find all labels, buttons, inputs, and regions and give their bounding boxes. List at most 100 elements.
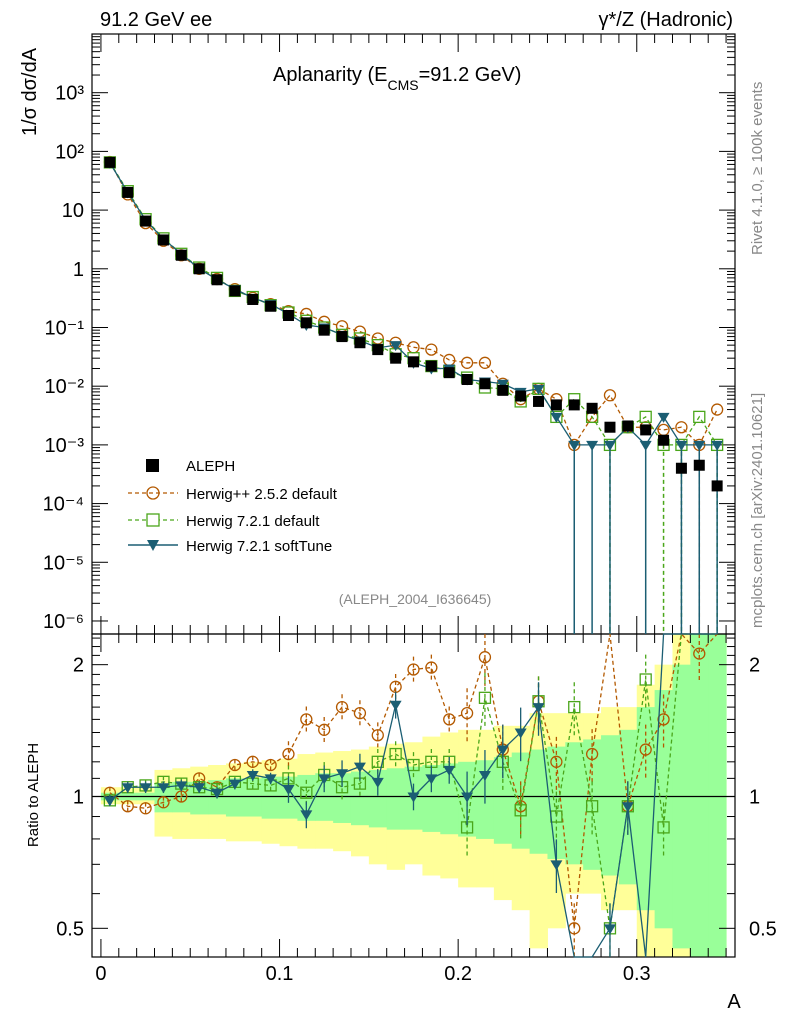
- aleph-main-point: [693, 459, 705, 471]
- ratio-series-layer: [103, 632, 718, 958]
- ratio-plot-frame: [91, 633, 736, 958]
- herwig_soft-ratio-point: [478, 770, 491, 781]
- herwig_default-main-point: [693, 410, 706, 424]
- band-green-bin: [601, 735, 620, 876]
- herwig_soft-ratio-point: [550, 860, 563, 871]
- herwig_soft-ratio-point: [157, 783, 170, 794]
- herwig_default-ratio-point: [585, 800, 599, 813]
- aleph-main-point: [550, 399, 562, 411]
- main-y-tick-label: 10⁻¹: [45, 317, 85, 339]
- herwig_default-ratio-point: [514, 804, 527, 817]
- aleph-main-point: [300, 317, 312, 329]
- main-y-tick-label: 10⁻²: [45, 376, 85, 398]
- herwigpp-ratio-point: [353, 706, 367, 720]
- herwig_soft-ratio-point: [353, 762, 366, 773]
- herwig_soft-main-point: [675, 440, 688, 451]
- herwigpp-main-line: [109, 161, 718, 447]
- band-green-bin: [422, 765, 441, 832]
- herwig_default-ratio-point: [478, 691, 492, 704]
- legend-herwig-soft-marker: [147, 540, 159, 551]
- herwigpp-ratio-point: [318, 723, 331, 736]
- band-green-bin: [261, 776, 281, 819]
- herwig_soft-ratio-point: [389, 700, 402, 711]
- aleph-main-point: [658, 434, 670, 446]
- x-tick-label: 0: [95, 963, 106, 985]
- herwigpp-ratio-point: [657, 713, 670, 726]
- herwigpp-main-point: [675, 421, 688, 434]
- aleph-main-point: [247, 293, 259, 305]
- herwig_soft-ratio-point: [443, 765, 456, 776]
- herwig_soft-main-point: [657, 412, 670, 423]
- plot-title-tail: =91.2 GeV): [419, 64, 522, 86]
- plot-title: Aplanarity (ECMS=91.2 GeV): [273, 64, 521, 93]
- legend-aleph-label: ALEPH: [186, 458, 235, 475]
- main-y-tick-label: 10²: [55, 141, 84, 163]
- herwigpp-ratio-line: [109, 632, 718, 929]
- herwig_soft-ratio-point: [461, 792, 474, 803]
- aleph-main-point: [122, 186, 134, 198]
- main-y-tick-label: 10⁻³: [45, 435, 85, 457]
- herwigpp-main-point: [425, 343, 438, 356]
- herwigpp-ratio-point: [264, 758, 277, 772]
- aleph-main-point: [515, 390, 527, 402]
- plot-title-main: Aplanarity (E: [273, 64, 388, 86]
- ratio-y-tick-label: 2: [73, 655, 84, 677]
- herwig_soft-ratio-point: [425, 774, 438, 785]
- process-label: γ*/Z (Hadronic): [599, 9, 733, 31]
- main-y-tick-label: 10³: [55, 83, 84, 105]
- aleph-main-point: [372, 344, 384, 356]
- main-y-tick-label: 10⁻⁶: [43, 611, 84, 633]
- aleph-main-point: [675, 462, 687, 474]
- herwig_soft-ratio-point: [211, 788, 224, 799]
- herwigpp-ratio-point: [121, 800, 134, 813]
- beam-label: 91.2 GeV ee: [100, 9, 212, 31]
- aleph-main-point: [211, 274, 223, 286]
- herwigpp-main-point: [603, 389, 617, 402]
- aleph-main-point: [104, 156, 116, 168]
- band-green-bin: [529, 749, 548, 854]
- herwig_default-ratio-point: [389, 747, 402, 761]
- aleph-main-point: [586, 402, 598, 414]
- herwigpp-main-point: [478, 356, 492, 369]
- herwig_soft-ratio-point: [175, 781, 188, 792]
- aleph-main-point: [711, 480, 723, 492]
- herwig_soft-main-point: [693, 440, 706, 451]
- x-tick-label: 0.2: [444, 963, 472, 985]
- herwig_soft-ratio-point: [228, 779, 241, 790]
- herwig_soft-ratio-point: [300, 810, 313, 821]
- herwigpp-ratio-point: [282, 747, 295, 761]
- herwig_soft-main-point: [550, 412, 563, 423]
- herwig_soft-ratio-point: [121, 783, 134, 794]
- aleph-main-point: [479, 378, 491, 390]
- herwig_soft-ratio-point: [193, 783, 206, 794]
- herwig_soft-ratio-point: [336, 769, 349, 780]
- herwigpp-ratio-point: [246, 755, 259, 768]
- aleph-main-point: [318, 324, 330, 336]
- band-green-bin: [672, 664, 691, 949]
- legend-aleph-marker: [146, 459, 159, 472]
- x-tick-label: 0.1: [266, 963, 294, 985]
- band-green-bin: [350, 771, 370, 826]
- herwig_soft-ratio-point: [139, 783, 152, 794]
- main-y-tick-label: 1: [73, 259, 84, 281]
- herwig_soft-main-line: [109, 162, 718, 446]
- herwigpp-ratio-point: [460, 706, 474, 720]
- herwig_soft-ratio-point: [103, 796, 116, 807]
- herwig_soft-ratio-point: [407, 792, 420, 803]
- band-green-bin: [243, 778, 263, 817]
- aleph-main-point: [229, 285, 241, 297]
- legend-herwig-default-marker: [146, 513, 160, 527]
- herwigpp-main-point: [460, 356, 474, 369]
- aleph-main-point: [425, 360, 437, 372]
- legend: ALEPH Herwig++ 2.5.2 default Herwig 7.2.…: [128, 458, 338, 555]
- aleph-main-point: [193, 263, 205, 275]
- band-green-bin: [565, 742, 584, 865]
- main-y-tick-label: 10⁻⁵: [43, 552, 84, 574]
- herwigpp-main-point: [710, 403, 724, 416]
- analysis-id: (ALEPH_2004_I636645): [339, 591, 492, 607]
- aleph-main-point: [461, 373, 473, 385]
- herwigpp-ratio-point: [478, 651, 492, 664]
- legend-herwigpp-marker: [146, 486, 160, 500]
- herwig_soft-ratio-point: [264, 774, 277, 785]
- herwig_soft-ratio-point: [282, 785, 295, 796]
